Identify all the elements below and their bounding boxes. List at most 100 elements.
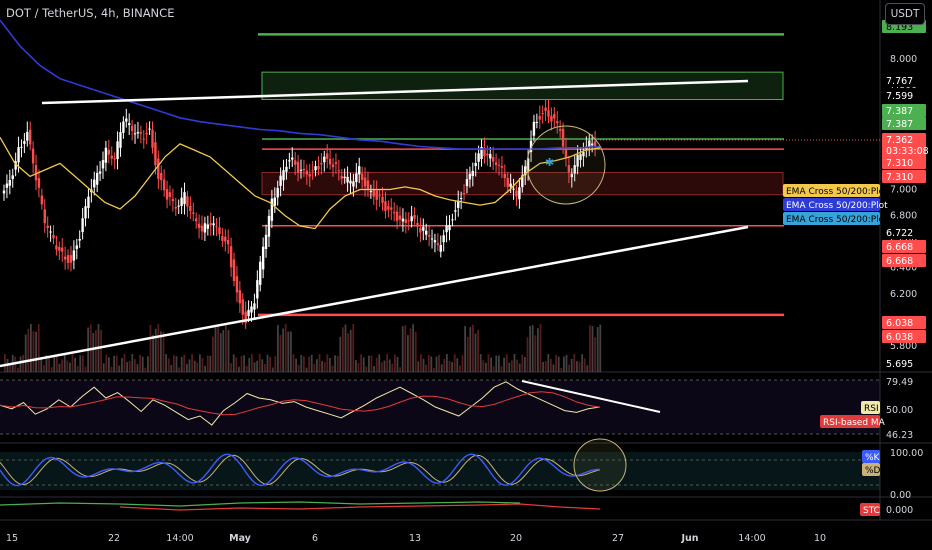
currency-button[interactable]: USDT: [885, 3, 925, 25]
volume-bar: [391, 363, 394, 372]
candle-body: [122, 121, 125, 133]
legend-tag: EMA Cross 50/200:Plot: [786, 187, 888, 197]
volume-bar: [576, 361, 578, 372]
volume-bar: [596, 326, 599, 372]
price-label: 7.387: [886, 106, 913, 117]
price-label-bg: [882, 104, 926, 117]
candle-body: [293, 160, 297, 165]
candle-body: [43, 209, 46, 224]
candle-body: [2, 190, 6, 194]
candle-body: [489, 154, 492, 159]
candle-body: [352, 181, 355, 187]
volume-bar: [568, 364, 570, 372]
volume-bar: [394, 354, 396, 372]
volume-bar: [175, 356, 178, 372]
rsi-tag: RSI: [864, 404, 879, 414]
volume-bar: [365, 366, 368, 372]
volume-bar: [206, 355, 209, 372]
candle-body: [317, 166, 320, 170]
volume-bar: [342, 327, 344, 372]
volume-bar: [347, 333, 349, 372]
candle-body: [355, 173, 358, 182]
candle-body: [480, 147, 483, 160]
candle-body: [521, 175, 524, 188]
highlight-circle: [526, 125, 606, 205]
candle-body: [436, 243, 440, 246]
candle-body: [165, 189, 169, 200]
volume-bar: [599, 324, 602, 372]
candle-body: [430, 238, 434, 240]
volume-bar: [245, 365, 248, 372]
rsi-line: [0, 381, 601, 426]
candle-body: [238, 290, 242, 304]
candle-body: [186, 196, 189, 207]
volume-bar: [297, 364, 300, 372]
volume-bar: [264, 363, 266, 372]
candle-body: [23, 141, 26, 144]
volume-bar: [531, 325, 534, 372]
candle-body: [104, 147, 108, 163]
volume-bar: [308, 356, 310, 372]
price-label: 7.767: [886, 76, 913, 87]
x-tick-label: 20: [510, 533, 522, 544]
price-label: 6.668: [886, 242, 913, 253]
volume-bar: [110, 366, 113, 372]
volume-bar: [271, 367, 274, 372]
candle-body: [349, 180, 352, 184]
volume-bar: [144, 367, 147, 372]
stc-line-red: [119, 503, 601, 511]
volume-bar: [349, 329, 352, 372]
candle-body: [500, 166, 504, 168]
zone-box: [261, 71, 784, 101]
candle-body: [515, 190, 518, 197]
candle-body: [95, 172, 99, 185]
candle-body: [471, 170, 474, 176]
volume-bar: [482, 360, 485, 372]
candle-body: [512, 188, 515, 190]
volume-bar: [37, 324, 40, 372]
volume-bar: [565, 354, 568, 372]
volume-bar: [284, 324, 287, 372]
candle-body: [497, 164, 501, 166]
price-label-bg: [882, 74, 926, 87]
candle-body: [63, 256, 67, 260]
candle-body: [224, 236, 227, 242]
y-tick-label: 8.000: [890, 54, 917, 65]
candle-body: [78, 238, 81, 241]
volume-bar: [118, 365, 121, 372]
volume-bar: [113, 355, 115, 372]
ema-slow-line: [0, 19, 601, 150]
volume-bar: [253, 362, 256, 372]
stoch-d-tag-bg: [862, 463, 880, 476]
volume-bar: [300, 354, 303, 372]
volume-bar: [238, 366, 240, 372]
volume-bar: [414, 331, 417, 372]
candle-body: [194, 218, 198, 222]
x-tick-label: 10: [814, 533, 826, 544]
volume-bar: [594, 337, 596, 372]
candle-body: [442, 235, 445, 243]
volume-bar: [152, 334, 154, 372]
volume-bar: [451, 362, 453, 372]
price-label: 6.668: [886, 256, 913, 267]
price-label: 6.722: [886, 228, 913, 239]
volume-bar: [128, 360, 131, 372]
volume-bar: [147, 356, 149, 372]
x-tick-label: 27: [612, 533, 624, 544]
volume-bar: [360, 354, 362, 372]
candle-body: [427, 235, 431, 237]
rsi-tick: 46.23: [886, 430, 913, 441]
volume-bar: [76, 366, 79, 372]
candle-body: [110, 155, 113, 159]
candle-body: [593, 141, 597, 147]
price-label: 7.310: [886, 172, 913, 183]
volume-bar: [9, 364, 11, 372]
candle-body: [192, 212, 195, 214]
candle-body: [142, 138, 145, 140]
stoch-k-line: [0, 453, 600, 487]
volume-bar: [401, 326, 404, 372]
candle-body: [445, 225, 448, 233]
volume-bar: [48, 356, 50, 372]
candle-body: [133, 133, 137, 135]
